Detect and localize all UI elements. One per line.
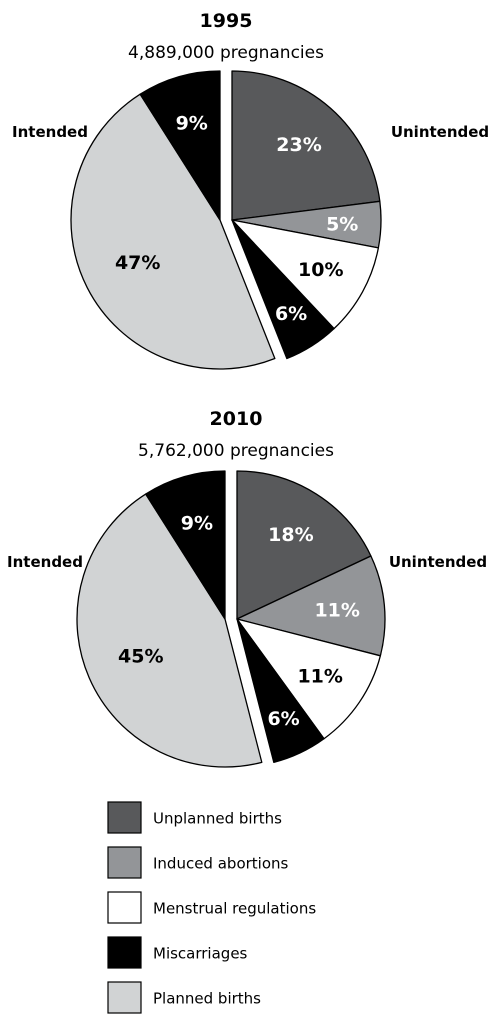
- pie-2010-label-miscarriages-intended: 9%: [181, 512, 213, 534]
- pie-2010-slice-induced-abortions-unintended: [236, 555, 386, 657]
- pie-1995-slice-menstrual-regulations-unintended: [231, 219, 380, 330]
- pie-2010-label-planned-births-intended: 45%: [118, 645, 163, 667]
- chart-1995-subtitle: 4,889,000 pregnancies: [128, 43, 324, 63]
- chart-2010-subtitle: 5,762,000 pregnancies: [138, 441, 334, 461]
- legend-swatch-unplanned-births: [107, 801, 142, 834]
- pie-1995-slice-unplanned-births-unintended: [231, 70, 381, 221]
- legend-swatch-miscarriages: [107, 936, 142, 969]
- pie-1995-label-menstrual-regulations-unintended: 10%: [298, 259, 343, 281]
- legend-label-planned-births: Planned births: [153, 990, 261, 1008]
- legend-item-menstrual-regulations: Menstrual regulations: [107, 891, 316, 924]
- legend-label-miscarriages: Miscarriages: [153, 945, 248, 963]
- chart-1995: 1995 4,889,000 pregnancies 23% 5% 10% 6% 47%…: [12, 10, 489, 370]
- pie-2010-slice-menstrual-regulations-unintended: [236, 618, 381, 740]
- chart-2010: 2010 5,762,000 pregnancies 18% 11% 11% 6% 45…: [7, 408, 487, 768]
- legend-swatch-planned-births: [107, 981, 142, 1014]
- pie-2010-slice-planned-births-intended: [76, 493, 263, 768]
- pie-1995-slice-miscarriages-intended: [139, 70, 221, 221]
- legend-label-induced-abortions: Induced abortions: [153, 855, 289, 873]
- pie-2010: 18% 11% 11% 6% 45% 9%: [76, 470, 386, 768]
- pie-1995-label-induced-abortions-unintended: 5%: [326, 214, 358, 236]
- legend-swatch-induced-abortions: [107, 846, 142, 879]
- legend-swatch-menstrual-regulations: [107, 891, 142, 924]
- pie-2010-slice-unplanned-births-unintended: [236, 470, 372, 620]
- pie-2010-slice-miscarriages-unintended: [236, 618, 325, 763]
- pie-1995-slice-planned-births-intended: [70, 93, 276, 370]
- pie-1995: 23% 5% 10% 6% 47% 9%: [70, 70, 382, 370]
- legend-label-menstrual-regulations: Menstrual regulations: [153, 900, 316, 918]
- chart-1995-unintended-label: Unintended: [391, 123, 489, 141]
- pie-2010-label-menstrual-regulations-unintended: 11%: [297, 666, 342, 688]
- chart-1995-title: 1995: [200, 10, 253, 32]
- chart-2010-title: 2010: [210, 408, 263, 430]
- legend-item-miscarriages: Miscarriages: [107, 936, 248, 969]
- pie-1995-label-miscarriages-intended: 9%: [176, 113, 208, 135]
- pie-1995-slice-miscarriages-unintended: [231, 219, 335, 360]
- chart-1995-intended-label: Intended: [12, 123, 88, 141]
- legend-item-induced-abortions: Induced abortions: [107, 846, 289, 879]
- legend-item-unplanned-births: Unplanned births: [107, 801, 282, 834]
- pie-2010-label-miscarriages-unintended: 6%: [267, 708, 299, 730]
- legend-item-planned-births: Planned births: [107, 981, 261, 1014]
- pie-1995-label-unplanned-births-unintended: 23%: [276, 134, 321, 156]
- pie-2010-label-unplanned-births-unintended: 18%: [268, 524, 313, 546]
- pie-1995-label-miscarriages-unintended: 6%: [275, 303, 307, 325]
- pie-2010-slice-miscarriages-intended: [145, 470, 226, 620]
- pie-1995-label-planned-births-intended: 47%: [115, 252, 160, 274]
- legend-label-unplanned-births: Unplanned births: [153, 810, 282, 828]
- legend: Unplanned births Induced abortions Menstru…: [107, 801, 316, 1014]
- pie-2010-label-induced-abortions-unintended: 11%: [314, 600, 359, 622]
- chart-2010-unintended-label: Unintended: [389, 553, 487, 571]
- chart-2010-intended-label: Intended: [7, 553, 83, 571]
